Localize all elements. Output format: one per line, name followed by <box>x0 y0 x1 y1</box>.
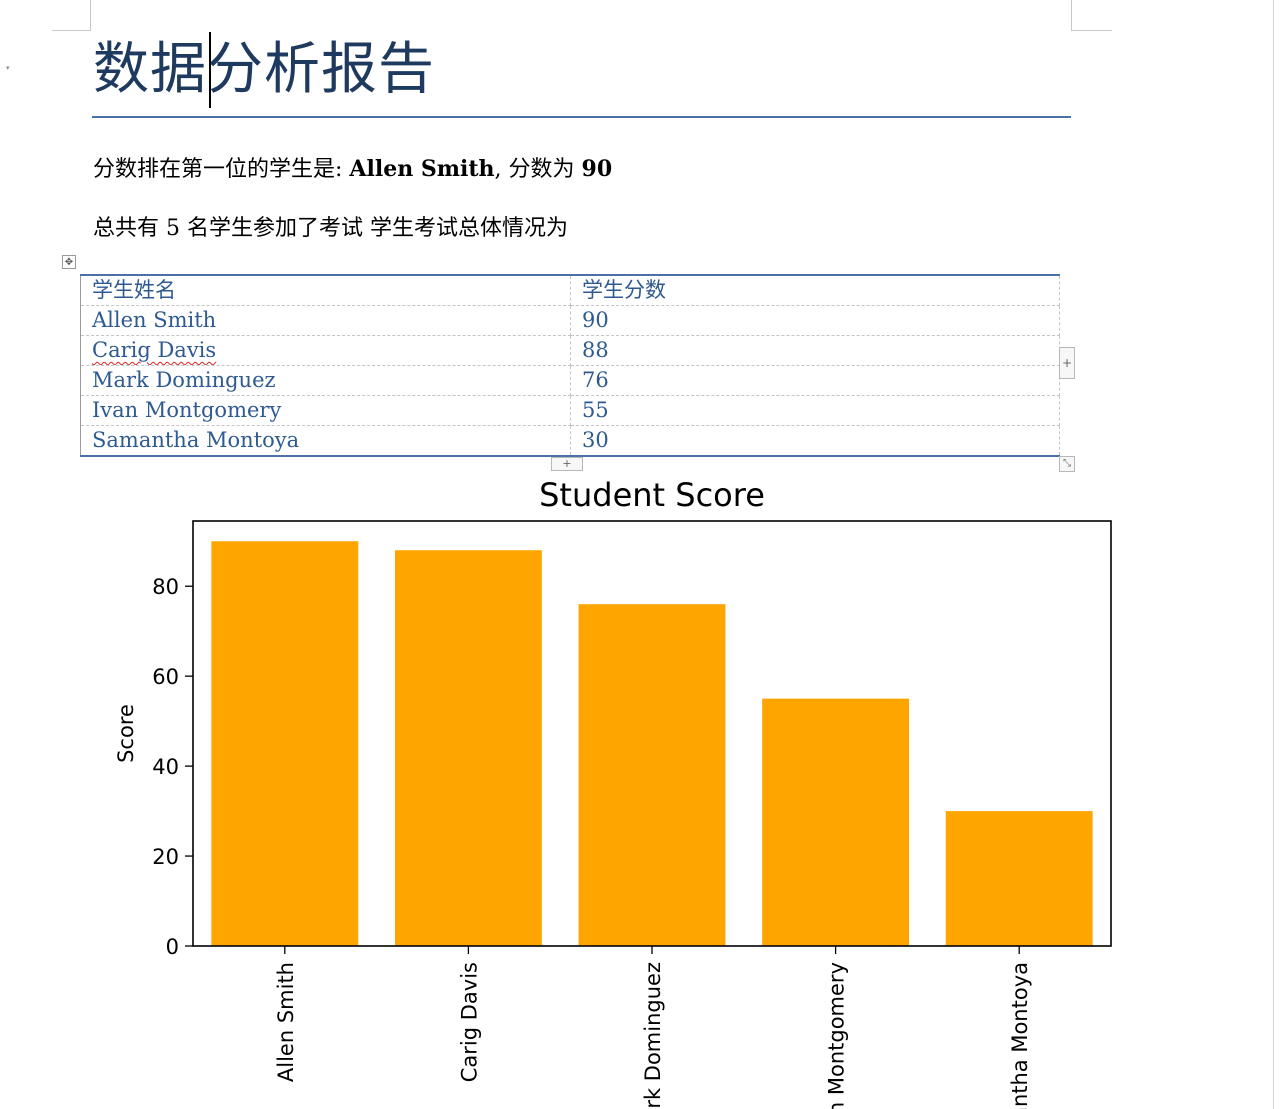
table-cell-name[interactable]: Samantha Montoya <box>81 426 571 457</box>
table-cell-score[interactable]: 76 <box>571 366 1060 396</box>
add-row-plus-icon[interactable]: + <box>1059 347 1075 379</box>
y-axis-label: Score <box>114 704 138 763</box>
move-cross-icon[interactable]: ✥ <box>62 255 76 269</box>
spellcheck-word: Carig Davis <box>92 338 216 362</box>
table-row: Carig Davis 88 <box>81 336 1060 366</box>
chart-bar <box>579 604 726 946</box>
x-tick-label: Samantha Montoya <box>1008 962 1032 1109</box>
page-corner-top-right <box>1071 0 1112 31</box>
x-tick-label: Mark Dominguez <box>641 962 665 1109</box>
y-tick-label: 80 <box>152 575 179 599</box>
chart-title: Student Score <box>539 476 765 514</box>
table-cell-name[interactable]: Mark Dominguez <box>81 366 571 396</box>
title-underline <box>92 116 1071 118</box>
summary-top-score: 90 <box>582 156 613 182</box>
summary-prefix: 分数排在第一位的学生是: <box>93 157 349 182</box>
summary-paragraph[interactable]: 分数排在第一位的学生是: Allen Smith, 分数为 90 <box>93 154 612 185</box>
table-header-row: 学生姓名 学生分数 <box>81 275 1060 306</box>
chart-bar <box>946 811 1093 946</box>
chart-bar <box>211 541 358 946</box>
table-row: Allen Smith 90 <box>81 306 1060 336</box>
table-cell-name[interactable]: Carig Davis <box>81 336 571 366</box>
y-tick-label: 40 <box>152 755 179 779</box>
table-cell-score[interactable]: 30 <box>571 426 1060 457</box>
table-cell-score[interactable]: 88 <box>571 336 1060 366</box>
summary-top-name: Allen Smith <box>349 156 494 182</box>
y-tick-label: 60 <box>152 665 179 689</box>
table-cell-name[interactable]: Ivan Montgomery <box>81 396 571 426</box>
table-header-cell[interactable]: 学生分数 <box>571 275 1060 306</box>
page-corner-top-left <box>52 0 91 31</box>
text-cursor <box>209 32 211 108</box>
table-cell-score[interactable]: 55 <box>571 396 1060 426</box>
summary-mid: , 分数为 <box>495 157 582 182</box>
x-tick-label: Carig Davis <box>457 962 481 1082</box>
x-tick-label: Ivan Montgomery <box>825 962 849 1109</box>
y-tick-label: 0 <box>166 935 179 959</box>
table-row: Mark Dominguez 76 <box>81 366 1060 396</box>
table-row: Ivan Montgomery 55 <box>81 396 1060 426</box>
table-header-cell[interactable]: 学生姓名 <box>81 275 571 306</box>
document-title[interactable]: 数据分析报告 <box>93 30 435 110</box>
chart-bar <box>762 699 909 946</box>
y-tick-label: 20 <box>152 845 179 869</box>
student-score-chart[interactable]: Allen Smith Carig Davis Mark Dominguez Ivan… <box>0 460 1283 1109</box>
score-table[interactable]: 学生姓名 学生分数 Allen Smith 90 Carig Davis 88 … <box>80 274 1060 457</box>
table-row: Samantha Montoya 30 <box>81 426 1060 457</box>
table-cell-name[interactable]: Allen Smith <box>81 306 571 336</box>
count-paragraph[interactable]: 总共有 5 名学生参加了考试 学生考试总体情况为 <box>93 214 568 244</box>
table-cell-score[interactable]: 90 <box>571 306 1060 336</box>
chart-bar <box>395 550 542 946</box>
x-tick-label: Allen Smith <box>274 962 298 1082</box>
margin-marker-icon: ▾ <box>6 64 10 72</box>
